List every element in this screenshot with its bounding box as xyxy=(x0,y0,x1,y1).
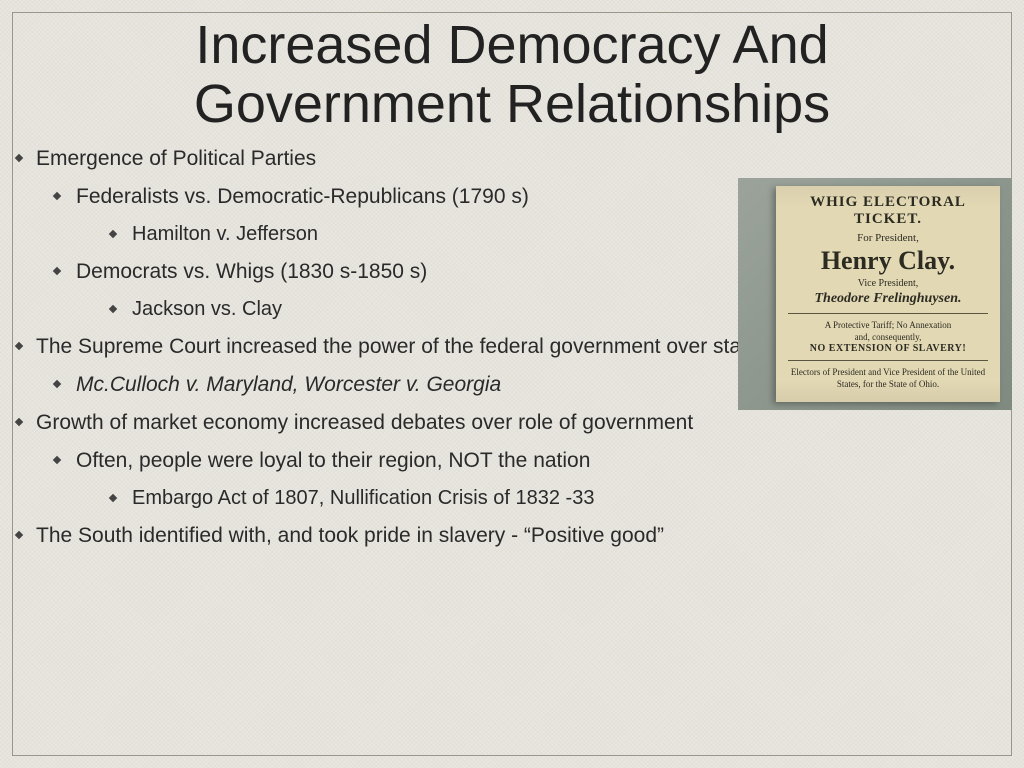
bullet-text: Embargo Act of 1807, Nullification Crisi… xyxy=(132,487,594,509)
ticket-slogan-3: NO EXTENSION OF SLAVERY! xyxy=(786,343,990,354)
bullet-text: Emergence of Political Parties xyxy=(36,147,316,170)
diamond-bullet-icon xyxy=(109,305,117,313)
ticket-slogan-1: A Protective Tariff; No Annexation xyxy=(786,320,990,332)
bullet-text: Jackson vs. Clay xyxy=(132,298,282,320)
ticket-for-vp: Vice President, xyxy=(786,278,990,289)
diamond-bullet-icon xyxy=(109,494,117,502)
diamond-bullet-icon xyxy=(109,230,117,238)
diamond-bullet-icon xyxy=(15,342,23,350)
bullet-item: Embargo Act of 1807, Nullification Crisi… xyxy=(76,487,1012,510)
bullet-item: Often, people were loyal to their region… xyxy=(36,449,1012,510)
ticket-divider xyxy=(788,360,988,361)
bullet-text: The Supreme Court increased the power of… xyxy=(36,335,769,358)
ticket-president-name: Henry Clay. xyxy=(786,246,990,276)
diamond-bullet-icon xyxy=(53,380,61,388)
ticket-heading: WHIG ELECTORAL TICKET. xyxy=(786,194,990,228)
bullet-text: The South identified with, and took prid… xyxy=(36,524,664,547)
bullet-text: Federalists vs. Democratic-Republicans (… xyxy=(76,185,529,208)
diamond-bullet-icon xyxy=(53,267,61,275)
bullet-item: Growth of market economy increased debat… xyxy=(12,411,1012,510)
diamond-bullet-icon xyxy=(15,154,23,162)
bullet-text: Mc.Culloch v. Maryland, Worcester v. Geo… xyxy=(76,373,501,396)
ticket-slogan-2: and, consequently, xyxy=(786,332,990,344)
bullet-text: Hamilton v. Jefferson xyxy=(132,223,318,245)
ticket-divider xyxy=(788,313,988,314)
diamond-bullet-icon xyxy=(15,531,23,539)
diamond-bullet-icon xyxy=(53,456,61,464)
ticket-footer: Electors of President and Vice President… xyxy=(786,367,990,390)
bullet-item: The South identified with, and took prid… xyxy=(12,524,1012,548)
bullet-text: Democrats vs. Whigs (1830 s-1850 s) xyxy=(76,260,427,283)
bullet-text: Often, people were loyal to their region… xyxy=(76,449,590,472)
diamond-bullet-icon xyxy=(15,418,23,426)
slide-title: Increased Democracy And Government Relat… xyxy=(12,16,1012,135)
ticket-paper: WHIG ELECTORAL TICKET. For President, He… xyxy=(776,186,1000,402)
bullet-text: Growth of market economy increased debat… xyxy=(36,411,693,434)
ticket-vp-name: Theodore Frelinghuysen. xyxy=(786,291,990,307)
ticket-for-president: For President, xyxy=(786,232,990,244)
slide-content: Increased Democracy And Government Relat… xyxy=(12,12,1012,756)
electoral-ticket-image: WHIG ELECTORAL TICKET. For President, He… xyxy=(738,178,1012,410)
diamond-bullet-icon xyxy=(53,192,61,200)
title-line-2: Government Relationships xyxy=(194,74,830,134)
title-line-1: Increased Democracy And xyxy=(195,15,828,75)
